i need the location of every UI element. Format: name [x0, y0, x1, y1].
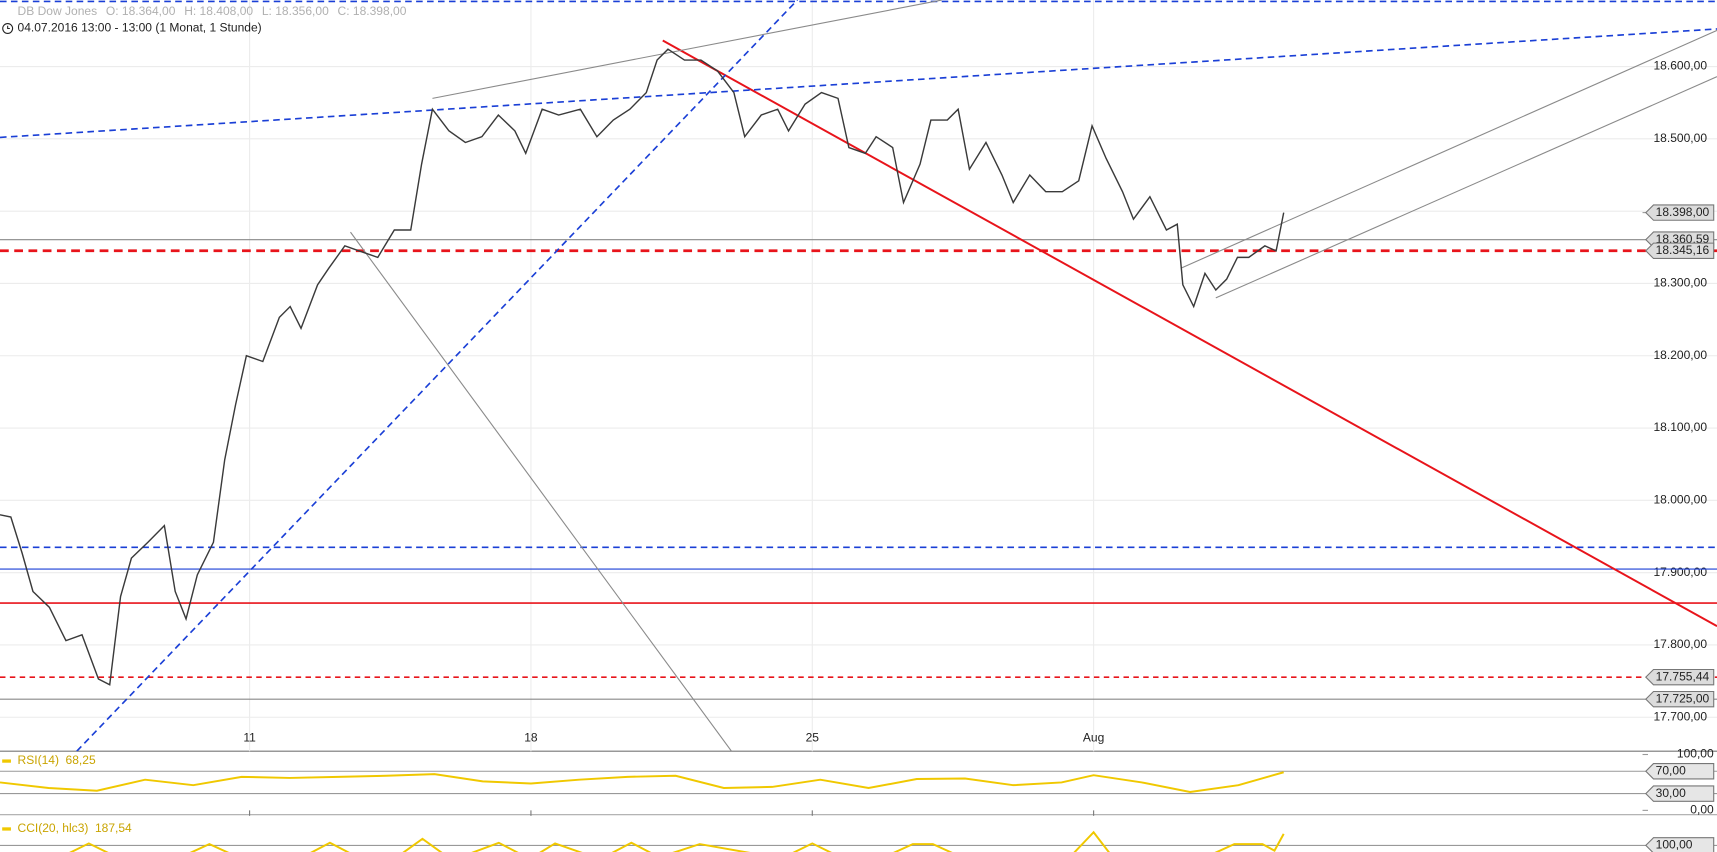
y-tick-label: 17.700,00: [1653, 709, 1707, 723]
indicator-name: CCI(20, hlc3): [18, 821, 89, 835]
trend-line: [350, 231, 732, 752]
y-tick-label: 18.300,00: [1653, 276, 1707, 290]
y-tick-label: 0,00: [1690, 803, 1714, 817]
x-tick-label: 25: [806, 730, 820, 744]
indicator-name: RSI(14): [18, 753, 59, 767]
price-label: 18.398,00: [1656, 205, 1710, 219]
trend-line: [1180, 29, 1717, 269]
indicator-line: [69, 830, 1285, 852]
ohlc-value: O: 18.364,00: [106, 4, 176, 18]
ohlc-value: H: 18.408,00: [184, 4, 253, 18]
y-tick-label: 17.800,00: [1653, 637, 1707, 651]
price-label: 100,00: [1656, 838, 1693, 852]
price-label-box: [1645, 204, 1715, 221]
y-tick-label: 17.900,00: [1653, 565, 1707, 579]
price-label: 70,00: [1656, 763, 1686, 777]
price-label: 18.345,16: [1656, 243, 1710, 257]
y-tick-label: 18.100,00: [1653, 420, 1707, 434]
y-tick-label: 18.200,00: [1653, 348, 1707, 362]
price-label-box: [1645, 763, 1715, 780]
y-tick-label: 18.500,00: [1653, 131, 1707, 145]
price-label-box: [1645, 690, 1715, 708]
ohlc-value: L: 18.356,00: [262, 4, 329, 18]
clock-icon: [2, 23, 14, 34]
trend-line: [0, 28, 1717, 139]
price-label-box: [1645, 242, 1715, 260]
trend-line: [662, 39, 1717, 628]
price-label: 17.755,44: [1656, 669, 1710, 683]
indicator-value: 187,54: [95, 821, 132, 835]
trend-line: [1215, 76, 1717, 299]
price-label: 30,00: [1656, 786, 1686, 800]
price-label-box: [1645, 785, 1715, 802]
y-tick-label: 18.000,00: [1653, 493, 1707, 507]
trend-line: [432, 0, 942, 99]
price-line: [0, 48, 1285, 686]
instrument-name: DB Dow Jones: [18, 4, 98, 18]
indicator-value: 68,25: [66, 753, 96, 767]
x-tick-label: 11: [243, 730, 256, 744]
ohlc-value: C: 18.398,00: [338, 4, 407, 18]
y-tick-label: 18.600,00: [1653, 59, 1707, 73]
indicator-title: RSI(14) 68,25: [18, 753, 96, 767]
clock-hand: [7, 25, 10, 30]
x-tick-label: Aug: [1083, 730, 1104, 744]
indicator-title: CCI(20, hlc3) 187,54: [18, 821, 133, 835]
x-tick-label: 18: [524, 730, 538, 744]
indicator-line: [0, 771, 1284, 793]
price-label-box: [1645, 668, 1715, 686]
header-subtitle: 04.07.2016 13:00 - 13:00 (1 Monat, 1 Stu…: [18, 21, 262, 35]
price-label: 17.725,00: [1656, 691, 1710, 705]
y-tick-label: 100,00: [1677, 747, 1714, 761]
price-label: 18.360,59: [1656, 232, 1710, 246]
trend-line: [76, 0, 799, 752]
header-title: DB Dow Jones O: 18.364,00 H: 18.408,00 L: 1…: [18, 4, 407, 18]
